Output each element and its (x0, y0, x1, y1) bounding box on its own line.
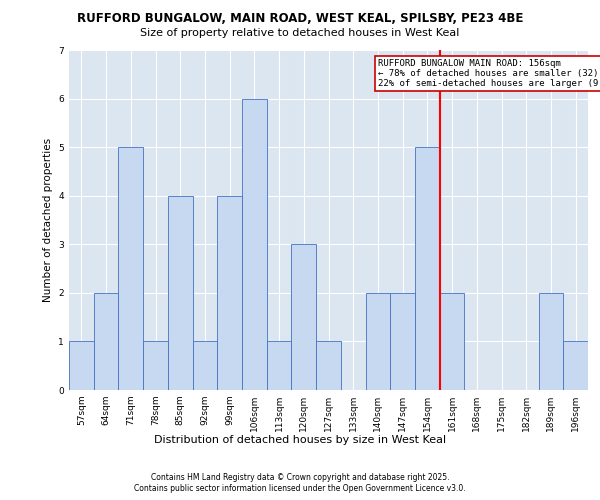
Bar (118, 147, 143, 390)
Bar (539, 293, 563, 390)
Bar (267, 342, 292, 390)
Bar (193, 342, 217, 390)
Bar (217, 196, 242, 390)
Text: Contains HM Land Registry data © Crown copyright and database right 2025.: Contains HM Land Registry data © Crown c… (151, 472, 449, 482)
Bar (168, 196, 193, 390)
Bar (69, 342, 94, 390)
Bar (563, 342, 588, 390)
Bar (292, 244, 316, 390)
Text: Contains public sector information licensed under the Open Government Licence v3: Contains public sector information licen… (134, 484, 466, 493)
Bar (143, 342, 168, 390)
Text: Distribution of detached houses by size in West Keal: Distribution of detached houses by size … (154, 435, 446, 445)
Bar (316, 342, 341, 390)
Bar (390, 293, 415, 390)
Bar (365, 293, 390, 390)
Y-axis label: Number of detached properties: Number of detached properties (43, 138, 53, 302)
Bar (440, 293, 464, 390)
Bar (415, 147, 440, 390)
Text: RUFFORD BUNGALOW, MAIN ROAD, WEST KEAL, SPILSBY, PE23 4BE: RUFFORD BUNGALOW, MAIN ROAD, WEST KEAL, … (77, 12, 523, 26)
Text: Size of property relative to detached houses in West Keal: Size of property relative to detached ho… (140, 28, 460, 38)
Bar (242, 98, 267, 390)
Text: RUFFORD BUNGALOW MAIN ROAD: 156sqm
← 78% of detached houses are smaller (32)
22%: RUFFORD BUNGALOW MAIN ROAD: 156sqm ← 78%… (378, 58, 600, 88)
Bar (94, 293, 118, 390)
